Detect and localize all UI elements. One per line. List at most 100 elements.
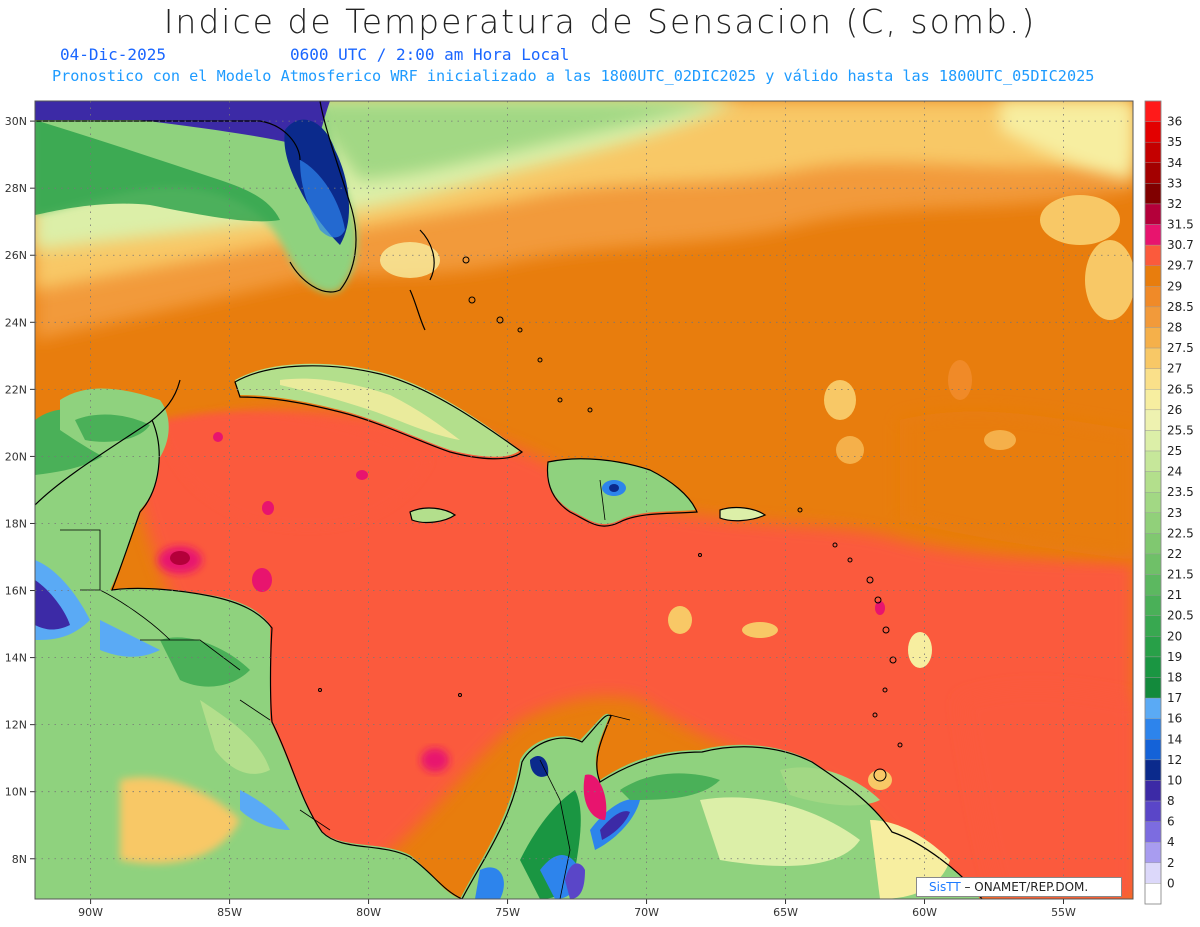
colorbar-swatch xyxy=(1144,759,1162,781)
lat-tick-label: 16N xyxy=(5,585,27,598)
colorbar-label: 16 xyxy=(1167,712,1182,726)
lat-tick-label: 10N xyxy=(5,786,27,799)
colorbar-label: 34 xyxy=(1167,156,1182,170)
forecast-date: 04-Dic-2025 xyxy=(60,45,166,64)
colorbar-swatch xyxy=(1144,450,1162,472)
colorbar-label: 10 xyxy=(1167,773,1182,787)
colorbar-swatch xyxy=(1144,512,1162,534)
colorbar-swatch xyxy=(1144,162,1162,184)
lat-tick-label: 18N xyxy=(5,517,27,530)
graticule xyxy=(35,101,1133,899)
colorbar-swatch xyxy=(1144,121,1162,143)
lon-tick-label: 60W xyxy=(912,906,937,919)
colorbar-label: 23 xyxy=(1167,506,1182,520)
colorbar-swatch xyxy=(1144,780,1162,802)
colorbar-label: 28.5 xyxy=(1167,300,1194,314)
credit-box: SisTT – ONAMET/REP.DOM. xyxy=(916,877,1122,897)
lat-tick-label: 28N xyxy=(5,182,27,195)
colorbar-label: 25 xyxy=(1167,444,1182,458)
lat-tick-label: 30N xyxy=(5,115,27,128)
colorbar-label: 29.7 xyxy=(1167,259,1194,273)
colorbar-label: 18 xyxy=(1167,671,1182,685)
colorbar-swatch xyxy=(1144,842,1162,864)
colorbar-label: 27 xyxy=(1167,362,1182,376)
colorbar-swatch xyxy=(1144,821,1162,843)
lon-tick-label: 65W xyxy=(773,906,798,919)
colorbar-swatch xyxy=(1144,636,1162,658)
lat-tick-label: 20N xyxy=(5,450,27,463)
colorbar-swatch xyxy=(1144,574,1162,596)
colorbar-label: 20.5 xyxy=(1167,609,1194,623)
colorbar-label: 14 xyxy=(1167,732,1182,746)
colorbar-label: 8 xyxy=(1167,794,1175,808)
colorbar-swatch xyxy=(1144,718,1162,740)
colorbar-label: 33 xyxy=(1167,176,1182,190)
lon-tick-label: 90W xyxy=(78,906,103,919)
colorbar-label: 31.5 xyxy=(1167,218,1194,232)
colorbar-label: 20 xyxy=(1167,629,1182,643)
lat-tick-label: 24N xyxy=(5,316,27,329)
sistt-logo: SisTT xyxy=(929,880,961,894)
lon-tick-label: 75W xyxy=(495,906,520,919)
colorbar-swatch xyxy=(1144,533,1162,555)
temperature-field xyxy=(35,101,1133,899)
colorbar-swatch xyxy=(1144,306,1162,328)
colorbar-label: 24 xyxy=(1167,465,1182,479)
colorbar-swatch xyxy=(1144,862,1162,884)
colorbar-swatch xyxy=(1144,224,1162,246)
lon-tick-label: 70W xyxy=(634,906,659,919)
lat-tick-label: 12N xyxy=(5,719,27,732)
map-frame xyxy=(34,100,1134,900)
colorbar-label: 19 xyxy=(1167,650,1182,664)
colorbar-swatch xyxy=(1144,244,1162,266)
colorbar-label: 26.5 xyxy=(1167,382,1194,396)
colorbar-label: 30.7 xyxy=(1167,238,1194,252)
colorbar-swatch xyxy=(1144,141,1162,163)
colorbar-swatch xyxy=(1144,697,1162,719)
map-title: Indice de Temperatura de Sensacion (C, s… xyxy=(163,2,1037,41)
colorbar-label: 26 xyxy=(1167,403,1182,417)
colorbar-swatch xyxy=(1144,389,1162,411)
colorbar-swatch xyxy=(1144,594,1162,616)
colorbar-swatch xyxy=(1144,409,1162,431)
colorbar-swatch xyxy=(1144,883,1162,905)
colorbar-swatch xyxy=(1144,615,1162,637)
colorbar-label: 12 xyxy=(1167,753,1182,767)
colorbar-swatch xyxy=(1144,739,1162,761)
colorbar-label: 2 xyxy=(1167,856,1175,870)
colorbar-swatch xyxy=(1144,800,1162,822)
colorbar-label: 35 xyxy=(1167,135,1182,149)
small-islands xyxy=(318,256,903,782)
colorbar-swatch xyxy=(1144,203,1162,225)
colorbar-swatch xyxy=(1144,286,1162,308)
colorbar-swatch xyxy=(1144,183,1162,205)
lat-tick-label: 26N xyxy=(5,249,27,262)
colorbar-label: 32 xyxy=(1167,197,1182,211)
colorbar-swatch xyxy=(1144,265,1162,287)
colorbar-swatch xyxy=(1144,100,1162,122)
colorbar-label: 17 xyxy=(1167,691,1182,705)
credit-text: – ONAMET/REP.DOM. xyxy=(960,880,1089,894)
colorbar-label: 29 xyxy=(1167,279,1182,293)
borders xyxy=(35,101,631,899)
axis-labels: 90W 85W 80W 75W 70W 65W 60W 55W 30N 28N 26N 24N 22N 2… xyxy=(5,115,1076,919)
lon-tick-label: 85W xyxy=(217,906,242,919)
colorbar-swatch xyxy=(1144,347,1162,369)
colorbar-swatch xyxy=(1144,368,1162,390)
lat-tick-label: 8N xyxy=(12,853,27,866)
colorbar-label: 25.5 xyxy=(1167,423,1194,437)
colorbar-label: 23.5 xyxy=(1167,485,1194,499)
colorbar: 363534333231.530.729.72928.52827.52726.5… xyxy=(1144,100,1194,905)
colorbar-swatch xyxy=(1144,327,1162,349)
colorbar-swatch xyxy=(1144,677,1162,699)
colorbar-label: 36 xyxy=(1167,115,1182,129)
colorbar-swatch xyxy=(1144,471,1162,493)
lat-tick-label: 22N xyxy=(5,383,27,396)
model-info: Pronostico con el Modelo Atmosferico WRF… xyxy=(52,67,1095,85)
colorbar-label: 28 xyxy=(1167,320,1182,334)
colorbar-label: 0 xyxy=(1167,876,1175,890)
colorbar-swatch xyxy=(1144,492,1162,513)
colorbar-swatch xyxy=(1144,656,1162,678)
lon-tick-label: 80W xyxy=(356,906,381,919)
